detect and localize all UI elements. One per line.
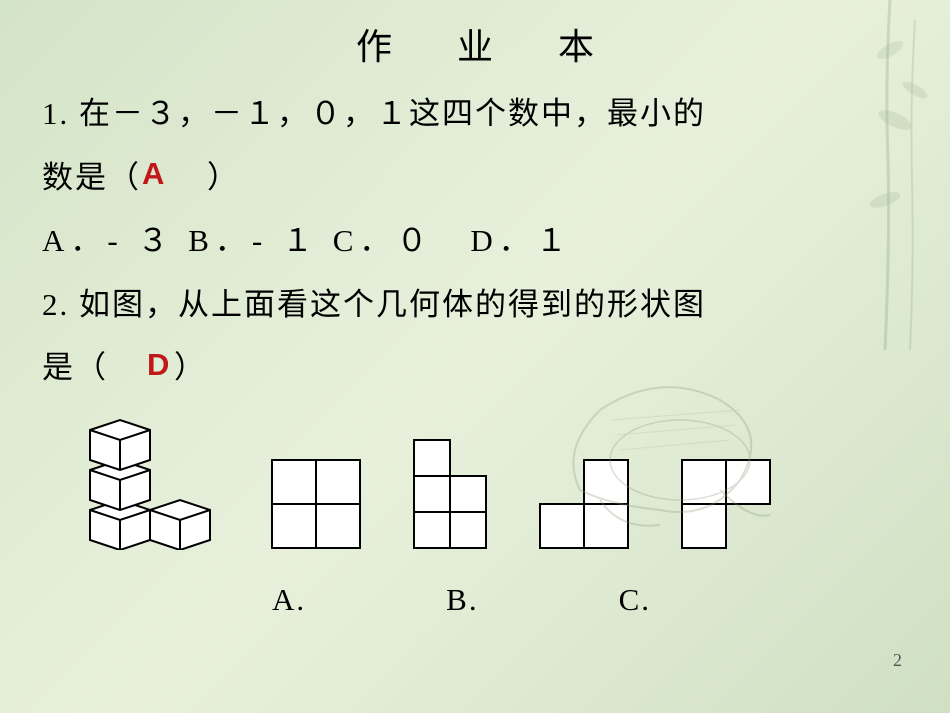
label-c: C. [619,568,651,632]
iso-cube-figure [80,410,220,550]
q2-line1: 2. 如图，从上面看这个几何体的得到的形状图 [42,273,908,337]
page-title: 作 业 本 [0,0,950,70]
q1-line1: 1. 在－３，－１，０，１这四个数中，最小的 [42,82,908,146]
page-number: 2 [893,650,902,671]
q1-options: A．- ３ B．- １ C．０ D．１ [42,209,908,273]
label-b: B. [446,568,478,632]
q1-line2: 数是（ ） [42,146,908,210]
option-a-shape [270,458,362,550]
q2-line2: 是（ ） [42,336,908,400]
option-b-shape [412,438,488,550]
q2-answer: D [147,333,171,397]
label-a: A. [272,568,306,632]
question-1: 1. 在－３，－１，０，１这四个数中，最小的 数是（ ） A [42,82,908,209]
question-2: 2. 如图，从上面看这个几何体的得到的形状图 是（ ） D [42,273,908,400]
shape-labels: A. B. C. [42,568,908,632]
q1-answer: A [142,142,166,206]
